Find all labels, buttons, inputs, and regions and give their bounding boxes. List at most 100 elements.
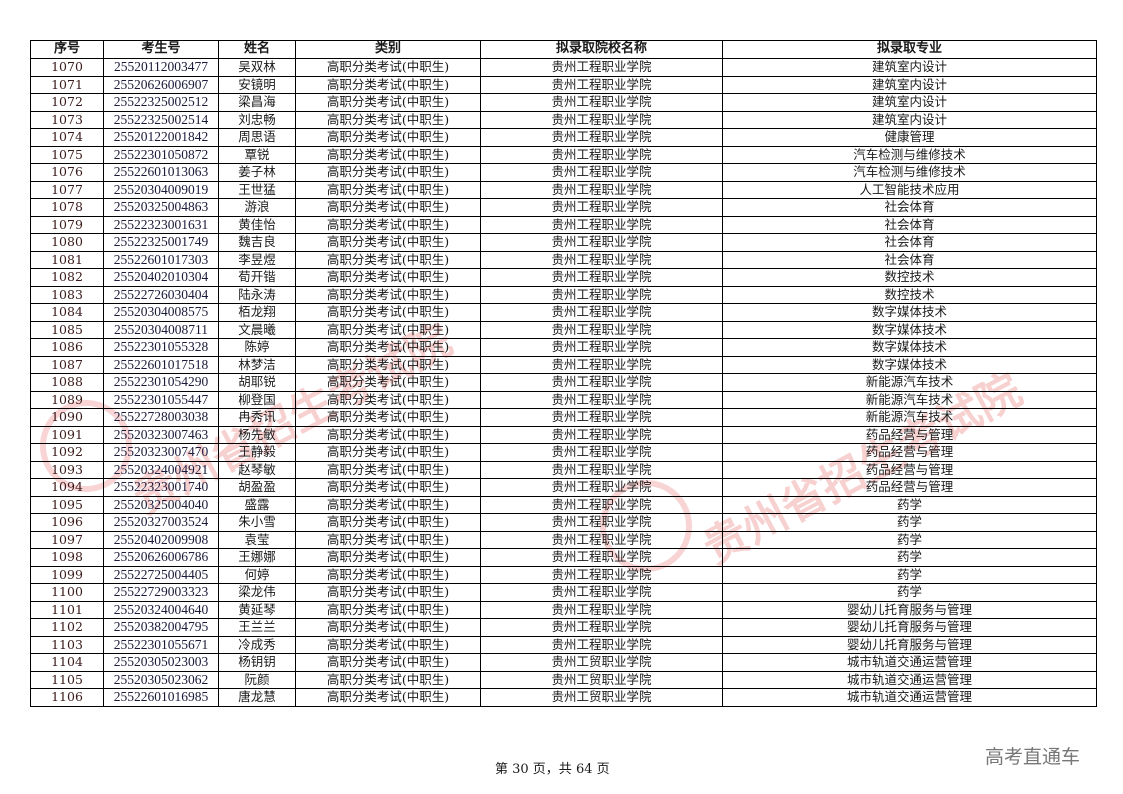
exam-no-cell: 25520323007470 (103, 443, 219, 462)
school-cell: 贵州工程职业学院 (480, 180, 723, 199)
name-cell: 冉秀讯 (218, 408, 296, 427)
admission-table: 序号 考生号 姓名 类别 拟录取院校名称 拟录取专业 1070 255201120… (30, 40, 1097, 707)
seq-cell: 1103 (30, 635, 104, 654)
major-cell: 婴幼儿托育服务与管理 (722, 600, 1097, 619)
exam-no-cell: 25520304009019 (103, 180, 219, 199)
major-cell: 建筑室内设计 (722, 93, 1097, 112)
major-cell: 数字媒体技术 (722, 338, 1097, 357)
name-cell: 李昱煜 (218, 250, 296, 269)
category-cell: 高职分类考试(中职生) (295, 58, 481, 77)
seq-cell: 1077 (30, 180, 104, 199)
table-row: 1099 25522725004405 何婷 高职分类考试(中职生) 贵州工程职业学院药… (30, 565, 1097, 584)
seq-cell: 1091 (30, 425, 104, 444)
name-cell: 梁昌海 (218, 93, 296, 112)
exam-no-cell: 25520304008711 (103, 320, 219, 339)
school-cell: 贵州工程职业学院 (480, 618, 723, 637)
major-cell: 社会体育 (722, 233, 1097, 252)
name-cell: 王娜娜 (218, 548, 296, 567)
major-cell: 建筑室内设计 (722, 75, 1097, 94)
exam-no-cell: 25522601017303 (103, 250, 219, 269)
category-cell: 高职分类考试(中职生) (295, 425, 481, 444)
school-cell: 贵州工程职业学院 (480, 233, 723, 252)
name-cell: 安镜明 (218, 75, 296, 94)
school-cell: 贵州工程职业学院 (480, 58, 723, 77)
table-row: 1095 25520325004040 盛露 高职分类考试(中职生) 贵州工程职业学院药… (30, 495, 1097, 514)
seq-cell: 1079 (30, 215, 104, 234)
seq-cell: 1093 (30, 460, 104, 479)
exam-no-cell: 25520324004640 (103, 600, 219, 619)
exam-no-cell: 25520382004795 (103, 618, 219, 637)
major-cell: 健康管理 (722, 128, 1097, 147)
major-cell: 城市轨道交通运营管理 (722, 688, 1097, 707)
major-cell: 汽车检测与维修技术 (722, 163, 1097, 182)
exam-no-cell: 25522601017518 (103, 355, 219, 374)
table-row: 1082 25520402010304 荀开锴 高职分类考试(中职生) 贵州工程职业学院… (30, 268, 1097, 287)
major-cell: 药品经营与管理 (722, 443, 1097, 462)
name-cell: 刘忠畅 (218, 110, 296, 129)
school-cell: 贵州工程职业学院 (480, 75, 723, 94)
major-cell: 汽车检测与维修技术 (722, 145, 1097, 164)
seq-cell: 1106 (30, 688, 104, 707)
school-cell: 贵州工贸职业学院 (480, 688, 723, 707)
category-cell: 高职分类考试(中职生) (295, 268, 481, 287)
name-cell: 柳登国 (218, 390, 296, 409)
category-cell: 高职分类考试(中职生) (295, 688, 481, 707)
category-cell: 高职分类考试(中职生) (295, 600, 481, 619)
category-cell: 高职分类考试(中职生) (295, 373, 481, 392)
exam-no-cell: 25520402009908 (103, 530, 219, 549)
category-cell: 高职分类考试(中职生) (295, 320, 481, 339)
seq-cell: 1088 (30, 373, 104, 392)
name-cell: 冷成秀 (218, 635, 296, 654)
seq-cell: 1098 (30, 548, 104, 567)
table-row: 1090 25522728003038 冉秀讯 高职分类考试(中职生) 贵州工程职业学院… (30, 408, 1097, 427)
name-cell: 胡盈盈 (218, 478, 296, 497)
name-cell: 陈婷 (218, 338, 296, 357)
seq-cell: 1078 (30, 198, 104, 217)
major-cell: 数字媒体技术 (722, 303, 1097, 322)
school-cell: 贵州工程职业学院 (480, 443, 723, 462)
name-cell: 吴双林 (218, 58, 296, 77)
table-row: 1071 25520626006907 安镜明 高职分类考试(中职生) 贵州工程职业学院… (30, 75, 1097, 94)
school-cell: 贵州工程职业学院 (480, 110, 723, 129)
table-row: 1100 25522729003323 梁龙伟 高职分类考试(中职生) 贵州工程职业学院… (30, 583, 1097, 602)
category-cell: 高职分类考试(中职生) (295, 250, 481, 269)
name-cell: 杨钥钥 (218, 653, 296, 672)
school-cell: 贵州工程职业学院 (480, 513, 723, 532)
category-cell: 高职分类考试(中职生) (295, 198, 481, 217)
school-cell: 贵州工程职业学院 (480, 548, 723, 567)
exam-no-cell: 25520122001842 (103, 128, 219, 147)
school-cell: 贵州工程职业学院 (480, 565, 723, 584)
major-cell: 社会体育 (722, 250, 1097, 269)
school-cell: 贵州工程职业学院 (480, 600, 723, 619)
seq-cell: 1073 (30, 110, 104, 129)
name-cell: 阮颜 (218, 670, 296, 689)
seq-cell: 1097 (30, 530, 104, 549)
table-row: 1075 25522301050872 覃锐 高职分类考试(中职生) 贵州工程职业学院汽… (30, 145, 1097, 164)
school-cell: 贵州工程职业学院 (480, 215, 723, 234)
school-cell: 贵州工程职业学院 (480, 320, 723, 339)
header-major: 拟录取专业 (722, 40, 1097, 59)
name-cell: 何婷 (218, 565, 296, 584)
name-cell: 朱小雪 (218, 513, 296, 532)
table-row: 1091 25520323007463 杨先敏 高职分类考试(中职生) 贵州工程职业学院… (30, 425, 1097, 444)
table-row: 1097 25520402009908 袁莹 高职分类考试(中职生) 贵州工程职业学院药… (30, 530, 1097, 549)
seq-cell: 1100 (30, 583, 104, 602)
table-row: 1070 25520112003477 吴双林 高职分类考试(中职生) 贵州工程职业学院… (30, 58, 1097, 77)
table-row: 1102 25520382004795 王兰兰 高职分类考试(中职生) 贵州工程职业学院… (30, 618, 1097, 637)
school-cell: 贵州工程职业学院 (480, 198, 723, 217)
seq-cell: 1086 (30, 338, 104, 357)
exam-no-cell: 25520305023003 (103, 653, 219, 672)
exam-no-cell: 25522301055447 (103, 390, 219, 409)
category-cell: 高职分类考试(中职生) (295, 355, 481, 374)
exam-no-cell: 25522728003038 (103, 408, 219, 427)
major-cell: 药学 (722, 565, 1097, 584)
category-cell: 高职分类考试(中职生) (295, 110, 481, 129)
seq-cell: 1087 (30, 355, 104, 374)
category-cell: 高职分类考试(中职生) (295, 75, 481, 94)
header-exam-no: 考生号 (103, 40, 219, 59)
category-cell: 高职分类考试(中职生) (295, 618, 481, 637)
seq-cell: 1082 (30, 268, 104, 287)
category-cell: 高职分类考试(中职生) (295, 93, 481, 112)
exam-no-cell: 25522325001749 (103, 233, 219, 252)
school-cell: 贵州工程职业学院 (480, 338, 723, 357)
